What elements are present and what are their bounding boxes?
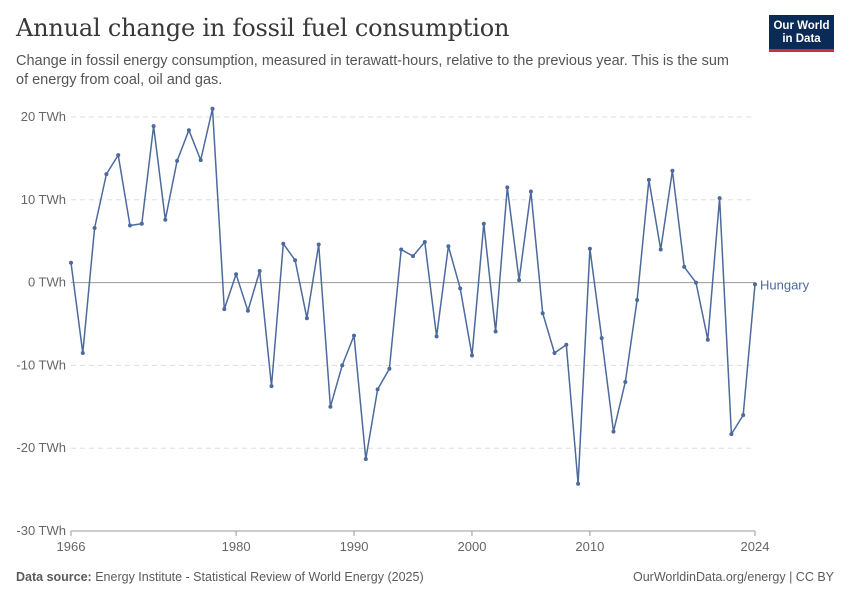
data-point[interactable] [186,128,191,133]
data-point[interactable] [375,387,380,392]
data-point[interactable] [304,316,309,321]
data-point[interactable] [458,286,463,291]
y-tick-label: 10 TWh [21,192,66,207]
data-point[interactable] [587,246,592,251]
y-tick-label: -30 TWh [16,523,66,538]
data-point[interactable] [293,258,298,263]
data-point[interactable] [635,298,640,302]
data-point[interactable] [245,308,250,313]
data-point[interactable] [139,221,144,226]
data-point[interactable] [104,172,109,177]
data-point[interactable] [599,336,604,341]
data-point[interactable] [198,158,203,163]
x-tick-label: 2010 [575,539,604,554]
data-point[interactable] [316,242,321,247]
data-source-text[interactable]: Energy Institute - Statistical Review of… [95,570,424,584]
chart-title: Annual change in fossil fuel consumption [16,14,510,42]
x-tick-label: 1966 [57,539,86,554]
data-point[interactable] [729,432,734,437]
data-point[interactable] [210,106,215,111]
data-point[interactable] [80,351,85,355]
data-point[interactable] [694,280,698,285]
data-point[interactable] [269,384,274,389]
data-point[interactable] [741,413,746,418]
data-point[interactable] [717,196,722,201]
data-point[interactable] [340,363,345,368]
data-point[interactable] [281,241,286,246]
y-tick-label: 0 TWh [28,275,66,290]
data-point[interactable] [646,177,651,182]
data-point[interactable] [387,366,392,371]
data-point[interactable] [517,278,522,283]
data-point[interactable] [481,221,486,226]
data-point[interactable] [682,264,687,269]
logo-line-1: Our World [773,20,830,32]
data-point[interactable] [128,223,132,228]
data-point[interactable] [552,351,557,355]
footer-credit[interactable]: OurWorldinData.org/energy | CC BY [632,570,834,584]
data-point[interactable] [411,254,415,259]
data-point[interactable] [399,247,404,252]
data-point[interactable] [705,337,710,342]
y-tick-label: 20 TWh [21,109,66,124]
data-point[interactable] [446,244,451,249]
y-tick-label: -20 TWh [16,440,66,455]
x-tick-label: 2000 [458,539,487,554]
data-point[interactable] [92,226,97,230]
data-source-label: Data source: [16,570,92,584]
data-point[interactable] [175,158,180,163]
data-source: Data source: Energy Institute - Statisti… [16,570,424,584]
data-point[interactable] [753,282,757,287]
data-point[interactable] [658,247,663,252]
chart-subtitle: Change in fossil energy consumption, mea… [16,53,730,88]
data-point[interactable] [493,329,498,334]
data-point[interactable] [69,260,73,265]
data-point[interactable] [352,333,356,338]
data-point[interactable] [470,353,474,358]
owid-logo[interactable]: Our World in Data [769,15,834,52]
data-point[interactable] [623,380,628,384]
x-tick-label: 1980 [222,539,251,554]
data-point[interactable] [328,404,333,409]
data-point[interactable] [422,240,427,244]
data-point[interactable] [528,189,533,194]
data-point[interactable] [257,269,262,273]
data-point[interactable] [611,429,616,434]
series-line-hungary[interactable] [70,107,756,485]
y-tick-label: -10 TWh [16,357,66,372]
data-point[interactable] [576,481,581,486]
x-tick-label: 1990 [340,539,369,554]
data-point[interactable] [222,307,227,312]
logo-line-2: in Data [782,33,821,45]
series-label[interactable]: Hungary [760,277,810,292]
data-point[interactable] [163,217,168,222]
data-point[interactable] [151,124,156,129]
data-point[interactable] [234,272,239,277]
data-point[interactable] [670,168,675,173]
x-tick-label: 2024 [741,539,770,554]
data-point[interactable] [540,311,545,316]
data-point[interactable] [363,457,368,461]
data-point[interactable] [434,334,439,339]
data-point[interactable] [116,153,121,158]
data-point[interactable] [505,185,510,190]
data-point[interactable] [564,342,569,347]
